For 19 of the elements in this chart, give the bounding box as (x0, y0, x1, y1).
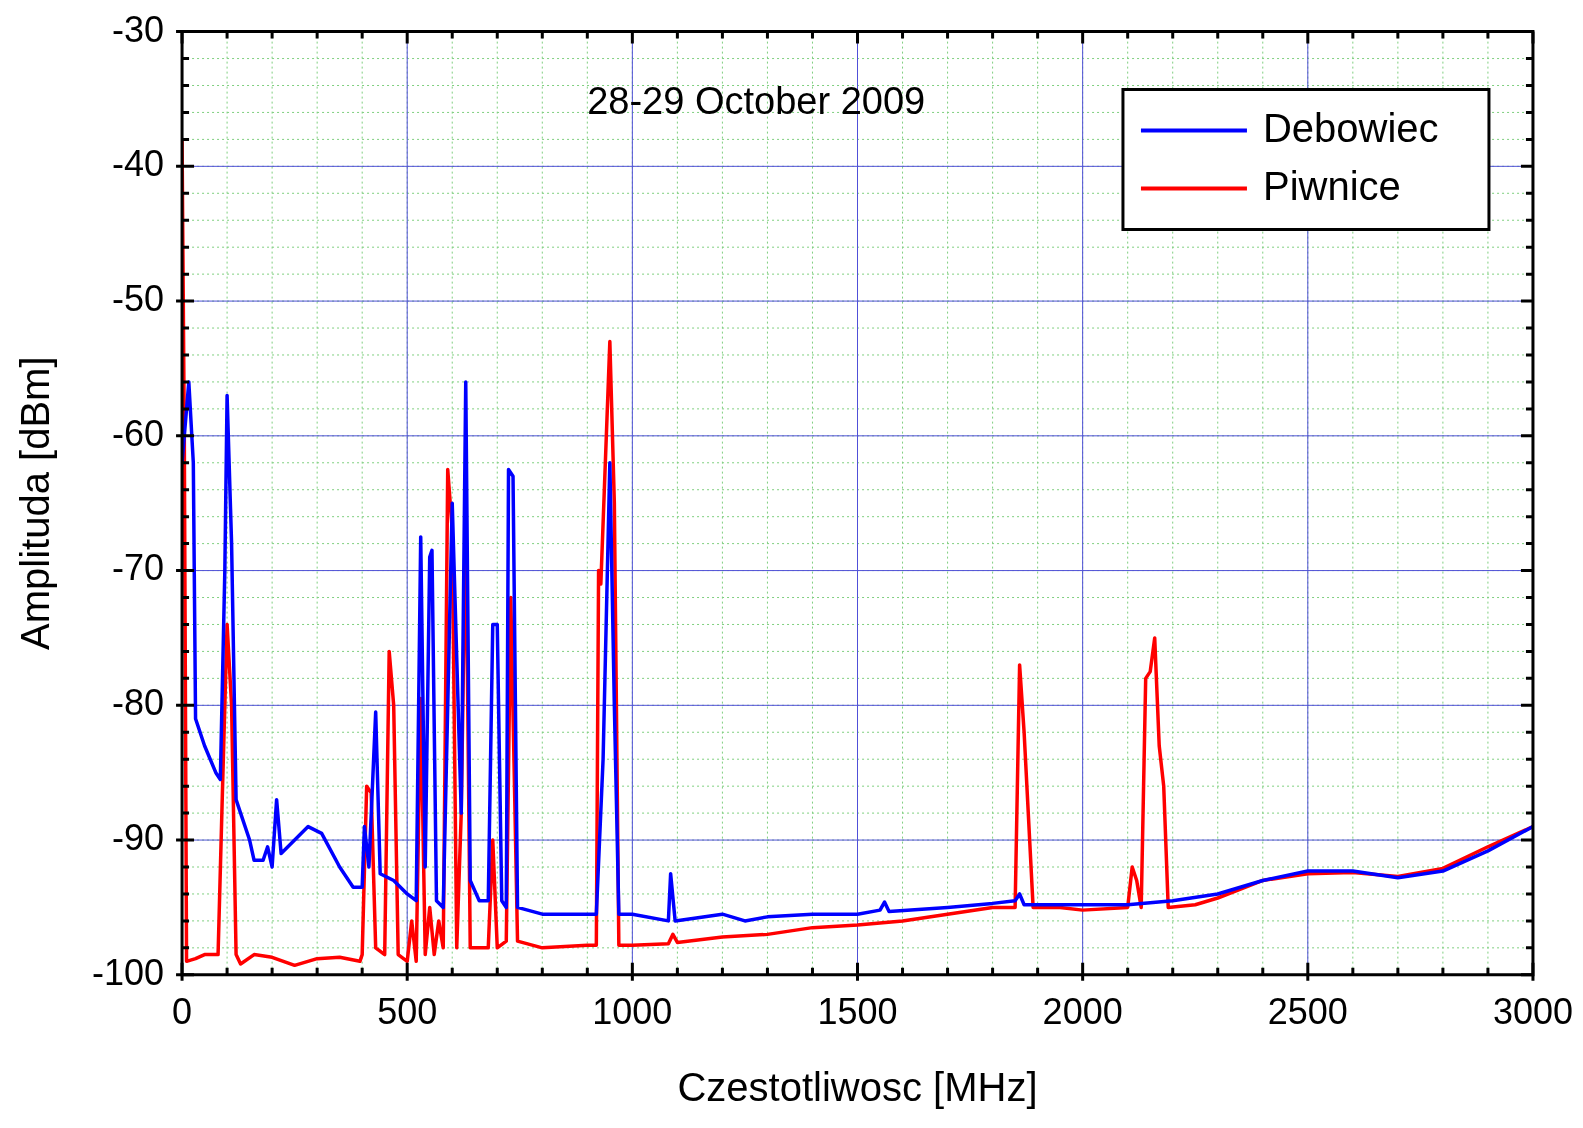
y-tick-label: -90 (112, 816, 165, 858)
x-tick-label: 0 (172, 991, 193, 1033)
y-tick-label: -80 (112, 682, 165, 724)
legend-label: Piwnice (1262, 163, 1401, 208)
y-tick-label: -70 (112, 547, 165, 589)
y-tick-label: -40 (112, 143, 165, 185)
legend-label: Debowiec (1262, 105, 1439, 150)
y-axis-title: Amplituda [dBm] (13, 356, 58, 650)
x-tick-label: 500 (377, 991, 438, 1033)
y-tick-label: -50 (112, 278, 165, 320)
x-tick-label: 1500 (817, 991, 898, 1033)
y-tick-label: -30 (112, 8, 165, 50)
x-tick-label: 2500 (1267, 991, 1348, 1033)
x-axis-title: Czestotliwosc [MHz] (677, 1065, 1038, 1110)
y-tick-label: -100 (91, 951, 165, 993)
x-tick-label: 2000 (1042, 991, 1123, 1033)
x-tick-label: 3000 (1492, 991, 1573, 1033)
y-tick-label: -60 (112, 412, 165, 454)
x-tick-label: 1000 (592, 991, 673, 1033)
